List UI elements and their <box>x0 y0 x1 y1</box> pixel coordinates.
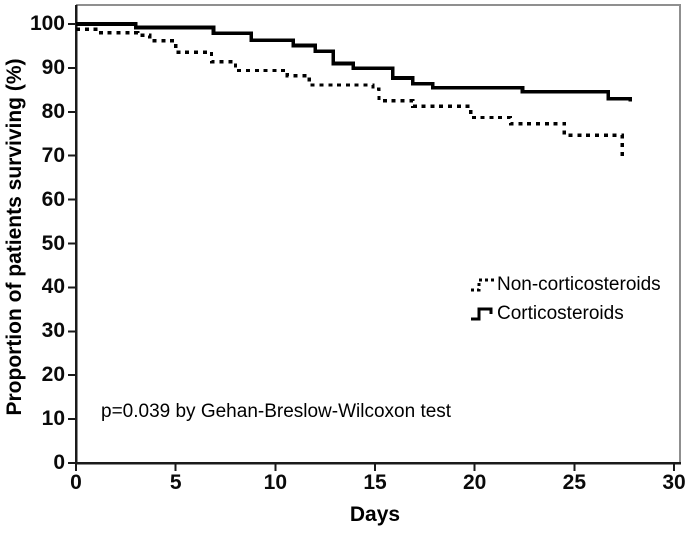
legend-label: Corticosteroids <box>497 303 624 324</box>
non-corticosteroids-curve <box>76 27 627 159</box>
x-tick-label: 25 <box>562 471 586 494</box>
y-tick-label: 20 <box>41 363 65 387</box>
x-tick-label: 20 <box>462 471 487 494</box>
corticosteroids-curve <box>76 22 632 102</box>
y-tick-label: 70 <box>41 143 65 167</box>
x-tick-label: 0 <box>70 471 82 494</box>
legend: Non-corticosteroids Corticosteroids <box>470 271 661 328</box>
legend-item-corticosteroids: Corticosteroids <box>470 300 661 328</box>
y-tick-label: 50 <box>41 231 65 255</box>
y-tick-label: 90 <box>41 55 65 79</box>
x-tick-label: 15 <box>363 471 387 494</box>
dashed-step-line-icon <box>471 278 494 292</box>
x-tick-label: 30 <box>662 471 685 494</box>
y-tick-label: 30 <box>41 319 65 343</box>
x-axis-title: Days <box>349 503 401 526</box>
solid-step-line-icon <box>471 307 493 321</box>
x-tick-label: 10 <box>263 471 287 494</box>
y-tick-label: 10 <box>41 407 65 431</box>
x-tick-label: 5 <box>169 471 182 494</box>
p-value-annotation: p=0.039 by Gehan-Breslow-Wilcoxon test <box>101 401 452 422</box>
y-tick-label: 0 <box>53 451 65 474</box>
y-tick-label: 40 <box>41 275 65 299</box>
legend-item-non-corticosteroids: Non-corticosteroids <box>470 271 661 299</box>
legend-label: Non-corticosteroids <box>497 274 661 295</box>
y-tick-label: 100 <box>29 12 65 35</box>
y-tick-label: 80 <box>41 99 65 123</box>
y-tick-label: 60 <box>41 187 65 211</box>
